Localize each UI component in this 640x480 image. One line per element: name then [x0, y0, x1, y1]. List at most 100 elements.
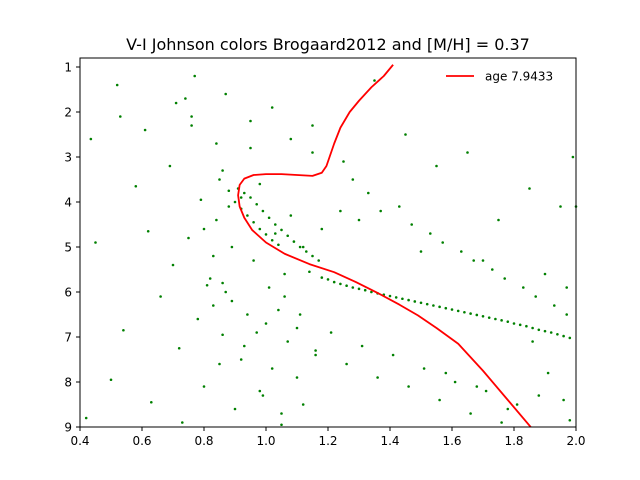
scatter-point: [456, 309, 460, 313]
scatter-point: [212, 304, 215, 307]
scatter-point: [184, 97, 187, 100]
scatter-point: [391, 353, 395, 357]
scatter-point: [515, 403, 519, 406]
scatter-point: [413, 300, 417, 303]
scatter-point: [215, 218, 218, 222]
y-tick-label: 7: [64, 331, 72, 345]
scatter-point: [528, 187, 531, 190]
scatter-point: [491, 268, 494, 271]
scatter-point: [249, 119, 252, 123]
scatter-point: [150, 400, 153, 404]
scatter-point: [227, 189, 231, 193]
scatter-point: [360, 344, 364, 348]
scatter-point: [568, 336, 572, 340]
scatter-point: [258, 389, 262, 393]
scatter-point: [562, 398, 565, 402]
scatter-point: [556, 333, 559, 336]
scatter-point: [398, 205, 401, 208]
scatter-point: [289, 214, 293, 217]
scatter-point: [190, 124, 193, 127]
scatter-point: [277, 308, 280, 312]
x-tick-label: 1.0: [256, 434, 275, 448]
scatter-point: [298, 245, 302, 249]
scatter-point: [444, 371, 448, 375]
scatter-point: [500, 421, 503, 424]
scatter-point: [429, 232, 432, 235]
scatter-point: [258, 182, 262, 186]
scatter-point: [267, 216, 271, 220]
scatter-point: [518, 323, 522, 327]
scatter-point: [283, 295, 286, 298]
scatter-point: [469, 312, 472, 315]
scatter-point: [320, 276, 324, 279]
scatter-point: [258, 227, 262, 231]
x-axis: 0.4 0.6 0.8 1.0 1.2 1.4 1.6 1.8 2.0: [70, 427, 586, 448]
scatter-point: [317, 259, 321, 262]
scatter-point: [215, 142, 218, 145]
scatter-point: [357, 218, 361, 222]
scatter-point: [438, 305, 441, 309]
scatter-point: [89, 137, 93, 141]
scatter-point: [146, 229, 150, 233]
scatter-point: [311, 124, 314, 127]
scatter-point: [311, 151, 314, 154]
scatter-point: [270, 367, 274, 370]
scatter-point: [196, 317, 200, 321]
scatter-point: [202, 385, 206, 388]
scatter-point: [419, 250, 423, 253]
scatter-point: [239, 358, 243, 361]
scatter-point: [503, 277, 507, 280]
scatter-point: [283, 272, 286, 276]
scatter-point: [270, 106, 274, 109]
scatter-point: [109, 378, 113, 382]
scatter-point: [174, 101, 178, 105]
scatter-point: [84, 416, 88, 420]
scatter-point: [407, 385, 410, 388]
scatter-point: [181, 421, 184, 424]
scatter-point: [261, 209, 265, 213]
y-tick-label: 4: [64, 196, 72, 210]
y-tick-label: 2: [64, 106, 72, 120]
scatter-point: [326, 278, 330, 281]
scatter-point: [255, 202, 258, 206]
scatter-point: [453, 380, 457, 384]
scatter-point: [218, 178, 221, 181]
scatter-point: [351, 286, 355, 289]
scatter-point: [177, 346, 181, 350]
scatter-point: [243, 191, 246, 195]
scatter-point: [115, 83, 119, 87]
scatter-point: [261, 394, 265, 397]
scatter-point: [506, 320, 510, 324]
scatter-point: [308, 270, 311, 274]
scatter-point: [286, 340, 290, 343]
x-tick-label: 0.4: [70, 434, 89, 448]
scatter-point: [94, 241, 97, 244]
scatter-point: [481, 315, 485, 318]
scatter-point: [255, 331, 258, 334]
scatter-point: [419, 301, 423, 305]
scatter-point: [205, 283, 209, 287]
scatter-point: [246, 214, 249, 217]
x-tick-label: 1.8: [504, 434, 523, 448]
scatter-point: [143, 128, 147, 132]
scatter-point: [292, 240, 296, 243]
scatter-point: [469, 412, 472, 415]
x-tick-label: 1.6: [442, 434, 461, 448]
scatter-point: [441, 241, 445, 244]
scatter-point: [193, 74, 196, 78]
scatter-point: [224, 290, 227, 294]
scatter-point: [171, 263, 175, 267]
scatter-point: [531, 326, 534, 330]
scatter-point: [246, 313, 249, 316]
scatter-point: [187, 236, 190, 240]
scatter-point: [332, 280, 336, 284]
y-axis: 1 2 3 4 5 6 7 8 9: [64, 61, 80, 435]
scatter-point: [571, 155, 575, 159]
legend-label: age 7.9433: [485, 70, 553, 84]
scatter-point: [212, 254, 215, 258]
scatter-point: [537, 394, 541, 397]
scatter-point: [230, 245, 234, 249]
scatter-point: [537, 328, 541, 332]
scatter-point: [475, 313, 479, 317]
scatter-point: [494, 317, 497, 321]
